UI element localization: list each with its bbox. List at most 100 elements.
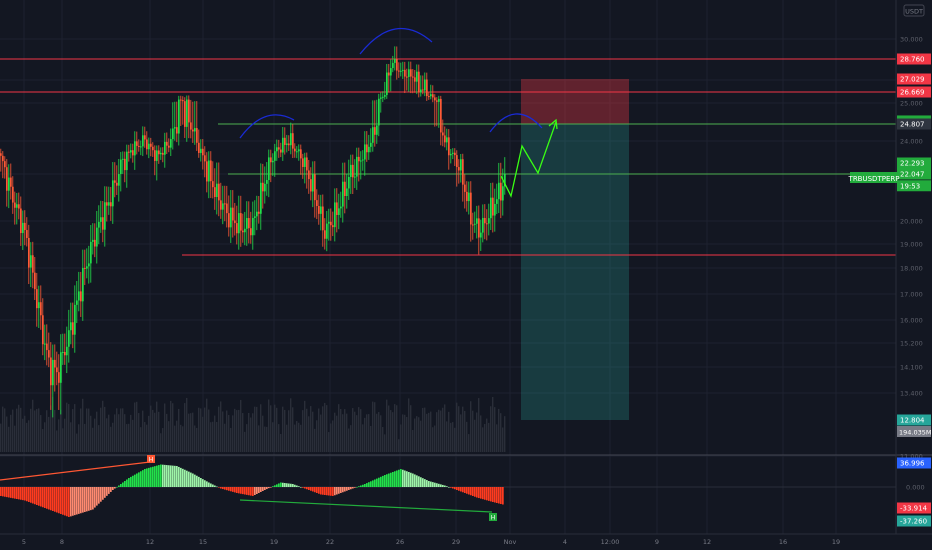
price-tick-label: 11.000: [900, 453, 923, 461]
price-badge[interactable]: 19:53: [897, 180, 931, 192]
volume-bar: [396, 405, 398, 452]
price-badge[interactable]: 26.669: [897, 86, 931, 98]
candle: [200, 139, 202, 162]
price-badge[interactable]: 28.760: [897, 53, 931, 65]
oscillator-bar: [58, 487, 60, 514]
candle-body: [190, 122, 192, 130]
projection-arrow[interactable]: [548, 118, 558, 130]
candle: [104, 186, 106, 247]
drawings[interactable]: [239, 27, 558, 198]
candle-body: [486, 223, 488, 225]
volume-bar: [12, 409, 14, 452]
price-badge[interactable]: 27.029: [897, 73, 931, 85]
candle: [148, 137, 150, 159]
candle: [136, 131, 138, 155]
oscillator-badge-bg: [897, 457, 931, 469]
candle: [66, 326, 68, 374]
price-badge[interactable]: 22.293: [897, 157, 931, 169]
candle-body: [26, 230, 28, 238]
candle: [330, 208, 332, 241]
candle: [146, 131, 148, 155]
candle-body: [474, 223, 476, 225]
candle-body: [34, 272, 36, 290]
candle-body: [410, 69, 412, 77]
candle: [230, 190, 232, 243]
horizontal-levels[interactable]: [0, 58, 896, 256]
symbol-label-text: TRBUSDTPERP: [848, 175, 900, 183]
candle: [248, 201, 250, 244]
currency-button[interactable]: USDT: [903, 4, 925, 17]
candle: [498, 162, 500, 214]
price-axis[interactable]: 11.000 13.400 14.100 15.200 16.000 17.000 18.0…: [895, 0, 932, 534]
arc-head[interactable]: [359, 27, 433, 55]
volume-bar: [142, 410, 144, 452]
time-axis[interactable]: 5 8 12 15 19 22 26 29 Nov 4 12:00 9 12 16 19: [0, 533, 932, 546]
oscillator-badge: 36.996: [897, 457, 931, 469]
oscillator-bar: [162, 464, 164, 487]
oscillator-bar: [304, 487, 306, 489]
candle: [12, 176, 14, 214]
candle: [22, 210, 24, 250]
oscillator-bar: [190, 472, 192, 487]
candle: [118, 159, 120, 202]
candle-body: [282, 137, 284, 153]
candle: [460, 153, 462, 183]
arc-left-shoulder[interactable]: [239, 114, 295, 139]
candle-body: [92, 239, 94, 242]
candle-body: [424, 79, 426, 91]
candle: [478, 205, 480, 255]
oscillator-bar: [14, 487, 16, 499]
position-box[interactable]: [521, 79, 629, 420]
price-badge[interactable]: 24.807: [897, 118, 931, 130]
oscillator-bar: [438, 483, 440, 487]
candle-body: [186, 99, 188, 127]
oscillator-bar: [444, 485, 446, 487]
stop-loss-zone[interactable]: [521, 79, 629, 124]
price-badge-text: 28.760: [900, 56, 925, 64]
candle-body: [492, 197, 494, 216]
candle-body: [116, 182, 118, 186]
candle: [318, 194, 320, 225]
oscillator-bar: [140, 471, 142, 487]
oscillator-bar: [414, 474, 416, 487]
volume-bar: [434, 425, 436, 452]
candle: [500, 162, 502, 219]
candle: [196, 101, 198, 151]
arc-right-shoulder[interactable]: [489, 113, 543, 133]
oscillator-bar: [442, 484, 444, 487]
candle-body: [404, 69, 406, 77]
projection-path[interactable]: [500, 121, 557, 198]
take-profit-zone[interactable]: [521, 124, 629, 420]
time-tick-label: 15: [199, 538, 207, 546]
candle-body: [350, 164, 352, 177]
candle: [458, 159, 460, 184]
oscillator-bar: [378, 477, 380, 487]
candle-body: [440, 98, 442, 133]
candle-body: [126, 151, 128, 171]
volume-bar: [114, 414, 116, 452]
price-badge-bg: [897, 414, 931, 426]
volume-bar: [246, 424, 248, 452]
price-tick-label: 25.000: [900, 100, 923, 108]
volume-bar: [286, 424, 288, 452]
oscillator-bar: [348, 487, 350, 490]
candle: [142, 126, 144, 157]
oscillator-bar: [328, 487, 330, 496]
oscillator-bar: [196, 475, 198, 487]
price-badge[interactable]: 22.047: [897, 168, 931, 180]
candle: [440, 95, 442, 146]
price-badge[interactable]: 12.804: [897, 414, 931, 426]
oscillator-bar: [494, 487, 496, 503]
candle-body: [450, 153, 452, 156]
candle: [194, 101, 196, 145]
candle-body: [28, 237, 30, 268]
oscillator-bar: [158, 465, 160, 487]
candle-body: [330, 221, 332, 226]
candle-body: [428, 96, 430, 98]
candle-body: [134, 141, 136, 156]
price-badge-bg: [897, 73, 931, 85]
volume-bar: [472, 410, 474, 452]
candle-body: [348, 176, 350, 189]
candle: [346, 173, 348, 209]
